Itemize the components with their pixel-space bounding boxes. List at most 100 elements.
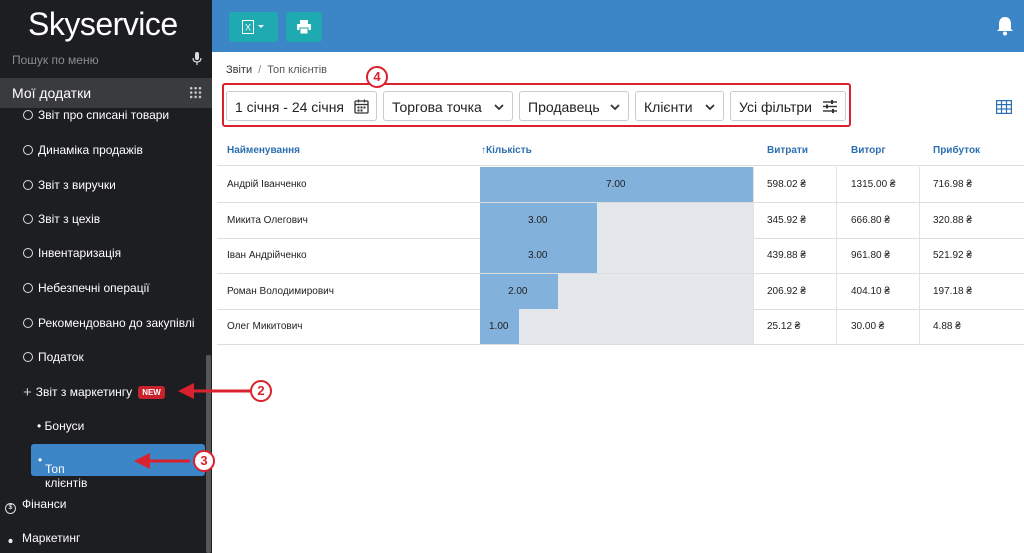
column-divider — [836, 273, 837, 309]
circle-icon — [23, 248, 33, 258]
excel-icon: X — [242, 20, 264, 34]
column-divider — [753, 273, 754, 309]
menu-search-placeholder: Пошук по меню — [12, 53, 99, 67]
client-name: Олег Микитович — [227, 321, 303, 332]
sidebar-item-dangerous-ops[interactable]: Небезпечні операції — [23, 281, 150, 295]
sidebar-item-sales-dynamics[interactable]: Динаміка продажів — [23, 143, 143, 157]
quantity-label: 2.00 — [508, 285, 528, 297]
cell-revenue: 961.80 ₴ — [851, 250, 890, 261]
cell-revenue: 30.00 ₴ — [851, 321, 885, 332]
quantity-label: 1.00 — [489, 321, 509, 332]
breadcrumb-parent[interactable]: Звіти — [226, 64, 253, 76]
plus-icon: + — [23, 384, 32, 401]
cell-costs: 598.02 ₴ — [767, 179, 806, 190]
column-divider — [836, 309, 837, 344]
my-apps-label: Мої додатки — [12, 85, 92, 101]
date-range-button[interactable]: 1 січня - 24 січня — [226, 91, 377, 121]
sidebar-item-writeoff[interactable]: Звіт про списані товари — [23, 108, 169, 122]
clients-dropdown[interactable]: Клієнти — [635, 91, 724, 121]
quantity-bar — [480, 167, 753, 202]
client-name: Роман Володимирович — [227, 285, 334, 297]
column-costs[interactable]: Витрати — [767, 145, 808, 156]
all-filters-button[interactable]: Усі фільтри — [730, 91, 846, 121]
circle-icon — [23, 145, 33, 155]
sidebar-item-tax[interactable]: Податок — [23, 350, 84, 364]
quantity-label: 7.00 — [606, 179, 626, 190]
printer-icon — [297, 20, 311, 34]
column-divider — [753, 309, 754, 344]
cell-profit: 521.92 ₴ — [933, 250, 972, 261]
sidebar-item-recommended[interactable]: Рекомендовано до закупівлі — [23, 316, 195, 330]
quantity-bar — [480, 309, 519, 344]
quantity-label: 3.00 — [528, 214, 548, 226]
print-button[interactable] — [286, 12, 322, 42]
quantity-bar-track: 2.00 — [480, 273, 753, 309]
quantity-bar — [480, 202, 597, 238]
sidebar-item-marketing[interactable]: ☻ Маркетинг — [5, 531, 81, 549]
circle-icon — [23, 352, 33, 362]
cell-costs: 25.12 ₴ — [767, 321, 801, 332]
sort-up-icon: ↑ — [481, 145, 486, 156]
table-row[interactable]: Іван Андрійченко 3.00 439.88 ₴ 961.80 ₴ 521.… — [217, 238, 1024, 274]
microphone-icon[interactable] — [192, 52, 202, 66]
cell-profit: 4.88 ₴ — [933, 321, 961, 332]
quantity-bar-track: 1.00 — [480, 309, 753, 344]
cell-revenue: 1315.00 ₴ — [851, 179, 896, 190]
column-divider — [836, 202, 837, 238]
table-row[interactable]: Андрій Іванченко 7.00 598.02 ₴ 1315.00 ₴ 716… — [217, 167, 1024, 203]
circle-icon — [23, 283, 33, 293]
annotation-badge-2: 2 — [250, 380, 272, 402]
sidebar-item-finance[interactable]: $ Фінанси — [5, 497, 66, 514]
column-quantity[interactable]: ↑Кількість — [481, 145, 532, 156]
quantity-bar-track: 3.00 — [480, 238, 753, 273]
seller-dropdown[interactable]: Продавець — [519, 91, 629, 121]
cell-revenue: 404.10 ₴ — [851, 285, 890, 297]
column-divider — [836, 238, 837, 273]
table-row[interactable]: Роман Володимирович 2.00 206.92 ₴ 404.10 ₴ 1… — [217, 273, 1024, 310]
cell-profit: 197.18 ₴ — [933, 285, 972, 297]
sales-point-dropdown[interactable]: Торгова точка — [383, 91, 513, 121]
sidebar-subitem-top-clients[interactable]: • Топ клієнтів — [31, 444, 205, 490]
sidebar-item-revenue[interactable]: Звіт з виручки — [23, 178, 116, 192]
circle-icon — [23, 110, 33, 120]
client-name: Іван Андрійченко — [227, 250, 307, 261]
table-header: Найменування ↑Кількість Витрати Виторг П… — [217, 133, 1024, 166]
annotation-badge-4: 4 — [366, 66, 388, 88]
sidebar-item-inventory[interactable]: Інвентаризація — [23, 246, 121, 260]
sidebar-item-marketing-report[interactable]: + Звіт з маркетингу NEW — [23, 384, 165, 401]
chevron-down-icon — [494, 104, 504, 111]
column-divider — [919, 238, 920, 273]
top-bar: X — [212, 0, 1024, 52]
bell-icon[interactable] — [996, 16, 1014, 36]
new-badge: NEW — [138, 386, 165, 399]
column-profit[interactable]: Прибуток — [933, 145, 981, 156]
cell-costs: 345.92 ₴ — [767, 214, 806, 226]
chevron-down-icon — [610, 104, 620, 111]
column-divider — [919, 309, 920, 344]
sidebar-item-workshops[interactable]: Звіт з цехів — [23, 212, 100, 226]
cell-costs: 439.88 ₴ — [767, 250, 806, 261]
table-view-icon[interactable] — [996, 100, 1012, 114]
column-revenue[interactable]: Виторг — [851, 145, 886, 156]
excel-export-button[interactable]: X — [229, 12, 278, 42]
menu-search-input[interactable]: Пошук по меню — [10, 50, 206, 72]
sidebar-subitem-bonuses[interactable]: • Бонуси — [37, 419, 85, 433]
column-divider — [753, 238, 754, 273]
chevron-down-icon — [705, 104, 715, 111]
breadcrumb-current: Топ клієнтів — [267, 64, 327, 76]
svg-text:X: X — [245, 23, 251, 33]
my-apps-header[interactable]: Мої додатки — [0, 78, 212, 108]
quantity-label: 3.00 — [528, 250, 548, 261]
client-name: Микита Олегович — [227, 214, 308, 226]
column-divider — [753, 202, 754, 238]
column-name[interactable]: Найменування — [227, 145, 300, 156]
table-row[interactable]: Олег Микитович 1.00 25.12 ₴ 30.00 ₴ 4.88 ₴ — [217, 309, 1024, 345]
cell-costs: 206.92 ₴ — [767, 285, 806, 297]
client-name: Андрій Іванченко — [227, 179, 307, 190]
dollar-icon: $ — [5, 503, 16, 514]
column-divider — [753, 167, 754, 202]
filters-highlight — [222, 83, 851, 127]
users-icon: ☻ — [6, 538, 15, 545]
grid-icon[interactable] — [189, 86, 202, 99]
